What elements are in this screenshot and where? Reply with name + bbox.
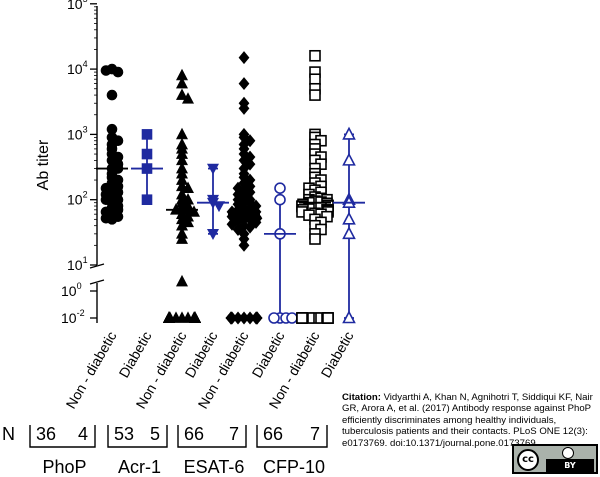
y-tick-label: 103 — [67, 124, 88, 142]
data-point — [106, 214, 118, 225]
x-tick-label: Diabetic — [317, 329, 356, 381]
n-value: 7 — [229, 424, 239, 444]
group-section: N 36 4 PhoP 53 5 Acr-1 66 7 ESAT-6 66 7 CFP-10 — [2, 424, 328, 477]
group-bracket — [29, 425, 96, 448]
citation-text: Vidyarthi A, Khan N, Agnihotri T, Siddiq… — [342, 392, 593, 449]
antigen-label: ESAT-6 — [184, 457, 245, 477]
data-point — [212, 201, 226, 213]
y-tick-label: 104 — [67, 59, 88, 77]
series-esat-6-diabetic — [264, 182, 298, 324]
by-mark: BY — [546, 459, 594, 472]
n-label: N — [2, 424, 15, 444]
x-tick-label: Diabetic — [248, 329, 287, 381]
data-point — [309, 233, 321, 245]
data-point — [176, 127, 188, 140]
n-value: 66 — [184, 424, 204, 444]
citation-label: Citation: — [342, 392, 381, 403]
data-point — [274, 182, 286, 195]
series-phop-non-diabetic — [96, 63, 128, 225]
data-points — [96, 49, 365, 325]
n-value: 4 — [78, 424, 88, 444]
y-tick-label: 105 — [67, 0, 88, 12]
data-point — [309, 73, 321, 86]
cc-mark: cc — [517, 449, 539, 471]
x-tick-label: Non - diabetic — [63, 329, 120, 412]
series-cfp-10-non-diabetic — [296, 49, 334, 324]
y-tick-label: 100 — [61, 281, 82, 299]
data-point — [112, 66, 124, 78]
x-tick-label: Diabetic — [115, 329, 154, 381]
data-point — [141, 194, 153, 205]
data-point — [286, 312, 298, 324]
data-point — [238, 101, 250, 115]
axis-break-mark — [89, 263, 105, 269]
antigen-label: CFP-10 — [263, 457, 325, 477]
data-point — [342, 152, 356, 166]
series-acr-1-diabetic — [197, 163, 229, 240]
series-phop-diabetic — [131, 129, 163, 205]
data-point — [188, 205, 200, 217]
series-cfp-10-diabetic — [333, 126, 365, 324]
creative-commons-by-icon: cc BY — [512, 444, 598, 474]
data-point — [274, 193, 286, 206]
data-point — [322, 312, 334, 324]
antigen-label: Acr-1 — [118, 457, 161, 477]
data-point — [244, 220, 256, 234]
data-point — [238, 238, 250, 252]
data-point — [206, 163, 220, 175]
antigen-label: PhoP — [42, 457, 86, 477]
y-tick-label: 10-2 — [61, 308, 85, 326]
data-point — [176, 232, 188, 244]
data-point — [206, 229, 220, 240]
data-point — [100, 65, 112, 76]
data-point — [141, 129, 153, 140]
data-point — [141, 148, 153, 160]
n-value: 36 — [36, 424, 56, 444]
n-value: 66 — [263, 424, 283, 444]
data-point — [182, 92, 194, 104]
data-point — [106, 89, 118, 101]
data-point — [176, 274, 188, 287]
data-point — [251, 311, 263, 325]
data-point — [309, 89, 321, 101]
y-tick-label: 101 — [67, 255, 88, 273]
data-point — [238, 77, 250, 91]
data-point — [189, 311, 201, 323]
axis-break-mark — [89, 279, 105, 285]
series-acr-1-non-diabetic — [163, 68, 201, 323]
data-point — [182, 215, 194, 228]
y-tick-label: 102 — [67, 190, 88, 208]
data-point — [296, 312, 308, 324]
data-point — [238, 51, 250, 65]
series-esat-6-non-diabetic — [225, 51, 263, 325]
group-bracket — [177, 425, 247, 448]
data-point — [342, 226, 356, 240]
group-bracket — [256, 425, 328, 448]
data-point — [342, 211, 356, 225]
data-point — [309, 49, 321, 62]
group-bracket — [107, 425, 168, 448]
data-point — [176, 76, 188, 89]
data-point — [268, 312, 280, 324]
axes: 101 102 103 104 105 100 10-2 — [61, 0, 105, 326]
person-icon — [562, 447, 574, 459]
n-value: 7 — [310, 424, 320, 444]
data-point — [176, 88, 188, 100]
data-point — [182, 181, 194, 194]
data-point — [163, 311, 175, 323]
y-axis-label: Ab titer — [35, 139, 52, 190]
data-point — [342, 310, 356, 324]
citation-block: Citation: Vidyarthi A, Khan N, Agnihotri… — [342, 392, 600, 449]
n-value: 5 — [150, 424, 160, 444]
data-point — [342, 126, 356, 140]
data-point — [225, 311, 237, 325]
n-value: 53 — [114, 424, 134, 444]
